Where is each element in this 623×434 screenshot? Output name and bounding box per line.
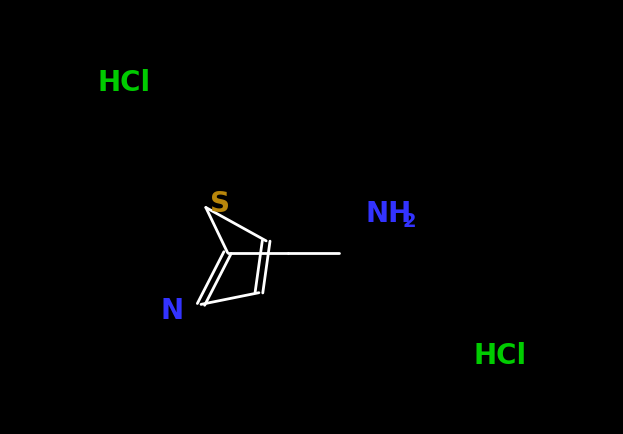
- Text: N: N: [161, 297, 184, 325]
- Text: S: S: [211, 190, 231, 218]
- Text: HCl: HCl: [474, 342, 527, 370]
- Text: HCl: HCl: [97, 69, 150, 97]
- Text: NH: NH: [365, 200, 411, 228]
- Text: 2: 2: [403, 212, 416, 231]
